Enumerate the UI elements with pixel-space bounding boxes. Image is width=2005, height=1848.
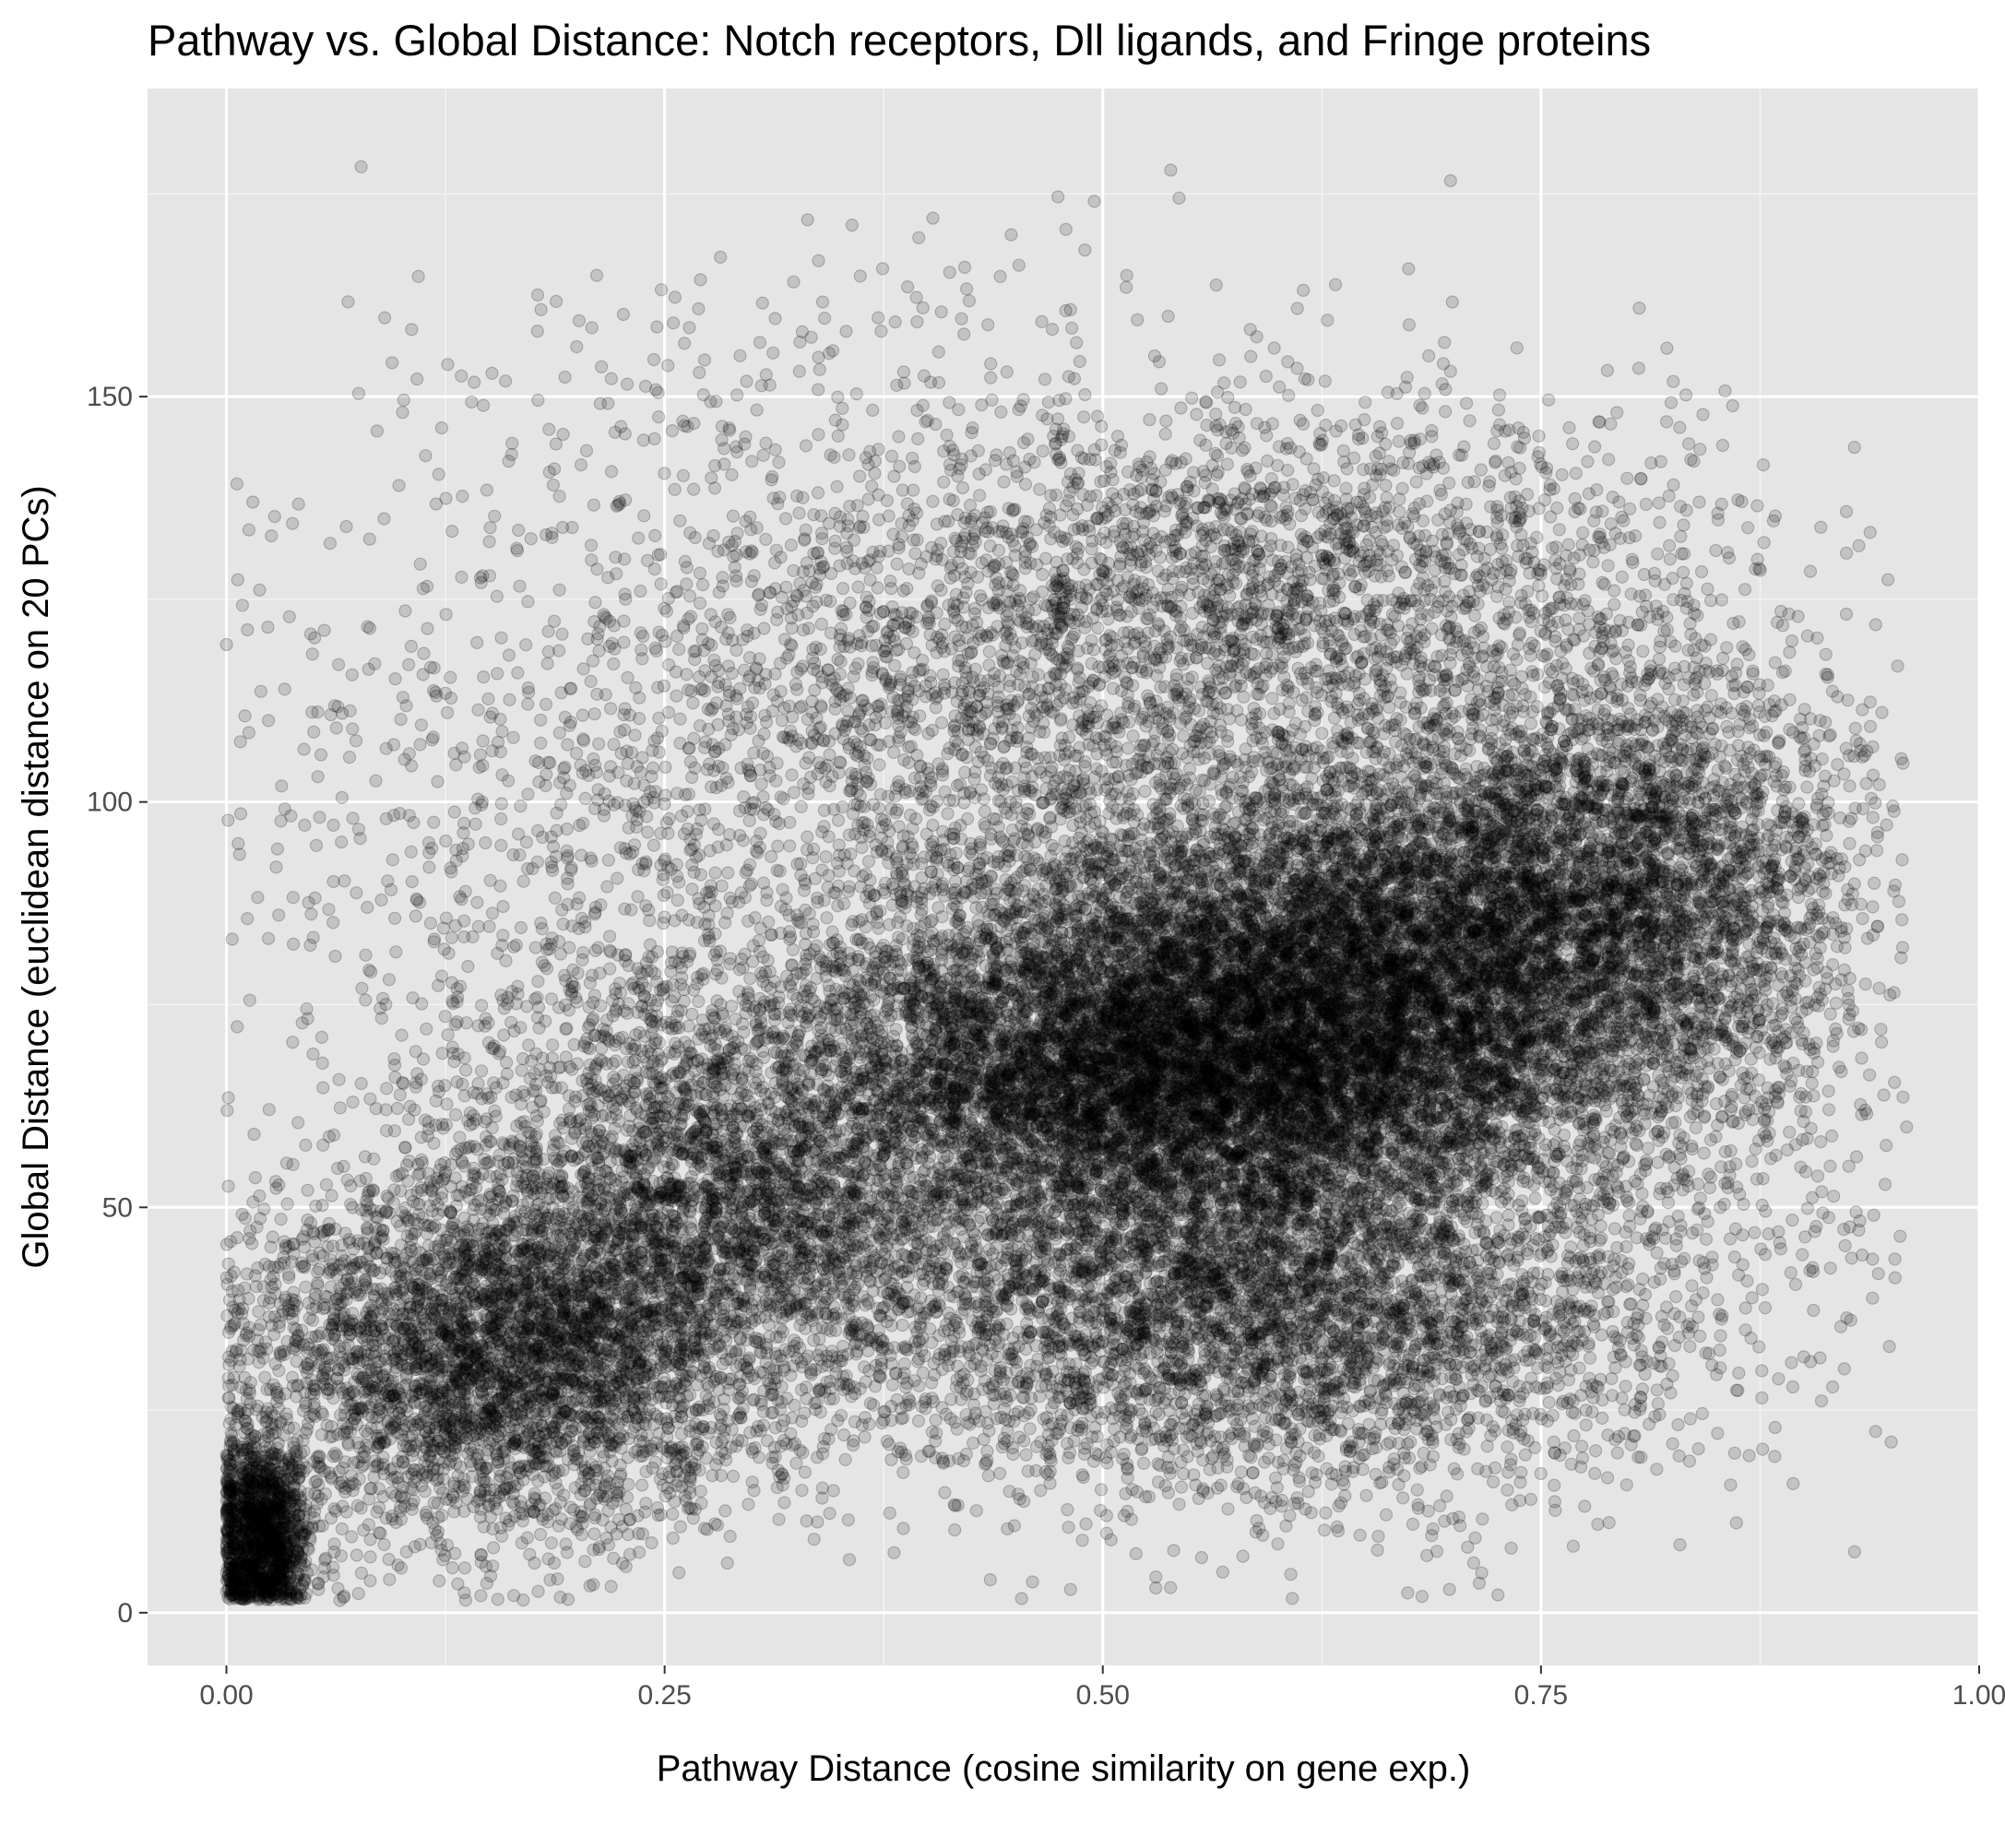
data-point (282, 1577, 294, 1589)
data-point (225, 1427, 237, 1439)
data-point (392, 1559, 404, 1571)
data-point (667, 1533, 679, 1545)
data-point (275, 1214, 287, 1226)
data-point (636, 1479, 648, 1491)
data-point (328, 1129, 340, 1141)
data-point (240, 1384, 252, 1396)
data-point (667, 1509, 679, 1521)
data-point (532, 1585, 544, 1597)
data-point (459, 1562, 471, 1574)
data-point (220, 1504, 232, 1516)
data-point (282, 1521, 294, 1533)
data-point (285, 1531, 297, 1543)
data-point (801, 1381, 813, 1393)
data-point (446, 1562, 458, 1574)
data-point (694, 1486, 706, 1498)
data-point (488, 1542, 500, 1554)
data-point (475, 1590, 487, 1602)
data-point (312, 1266, 324, 1278)
data-point (378, 1539, 390, 1551)
data-point (307, 1314, 319, 1326)
data-point (674, 1521, 686, 1533)
data-point (304, 1508, 316, 1520)
data-point (327, 1392, 339, 1404)
data-point (844, 1554, 856, 1566)
data-point (263, 1570, 275, 1582)
data-point (409, 1541, 421, 1553)
data-point (562, 1546, 574, 1558)
data-point (237, 1508, 249, 1520)
data-point (475, 1549, 487, 1561)
data-point (249, 1172, 261, 1184)
data-point (419, 1486, 431, 1498)
data-point (312, 1280, 324, 1292)
chart-title: Pathway vs. Global Distance: Notch recep… (148, 16, 1651, 65)
data-point (350, 1549, 362, 1561)
data-point (842, 1514, 854, 1526)
data-point (724, 1531, 736, 1543)
data-point (437, 1487, 449, 1499)
data-point (303, 1417, 314, 1429)
data-point (223, 1558, 235, 1570)
data-point (254, 1190, 266, 1202)
data-point (244, 1225, 256, 1237)
data-point (300, 1281, 312, 1293)
data-point (742, 1499, 754, 1510)
data-point (364, 1551, 376, 1563)
data-point (239, 1282, 251, 1294)
data-point (235, 1576, 247, 1588)
data-point (227, 1529, 239, 1541)
data-point (313, 1577, 325, 1589)
data-point (317, 1139, 329, 1151)
data-point (242, 1564, 254, 1576)
data-point (327, 1561, 339, 1573)
data-point (275, 1558, 287, 1570)
data-point (284, 1498, 296, 1510)
data-point (796, 1485, 808, 1497)
data-point (253, 1306, 265, 1318)
data-point (302, 1184, 314, 1196)
data-point (646, 1537, 658, 1549)
data-point (255, 1519, 267, 1531)
data-point (579, 1556, 591, 1568)
data-point (374, 1501, 386, 1513)
data-point (270, 1176, 282, 1188)
data-point (328, 1538, 340, 1550)
data-point (283, 1269, 295, 1281)
data-point (535, 1529, 547, 1541)
data-point (222, 1180, 234, 1192)
data-point (314, 1521, 326, 1533)
data-point (309, 1476, 321, 1488)
data-point (554, 1592, 566, 1604)
data-point (673, 1567, 685, 1579)
